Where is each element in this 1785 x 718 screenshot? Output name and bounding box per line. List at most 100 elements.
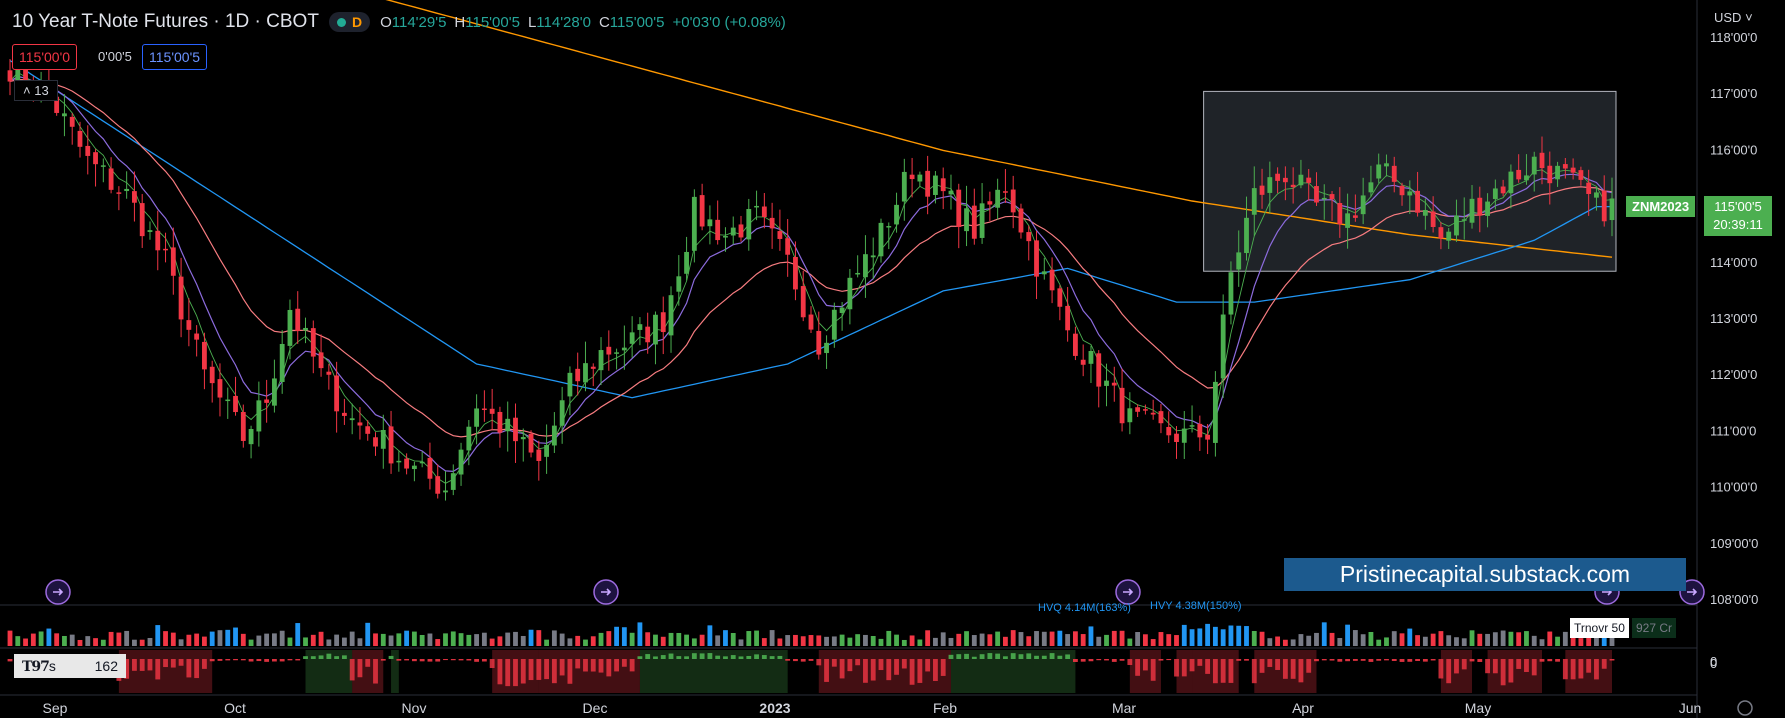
indicator-bar [1391,659,1397,662]
candle [645,326,651,343]
volume-bar [583,639,588,646]
indicator-bar [1454,659,1459,674]
indicator-bar [1003,656,1008,659]
indicator-bar [948,654,954,659]
volume-bar [1539,639,1545,646]
candle [1236,252,1242,270]
volume-bar [1010,630,1016,646]
indicator-bar [1174,659,1179,677]
symbol-price-tag: ZNM2023 [1626,196,1696,217]
candle [1314,186,1319,203]
currency-dropdown[interactable]: USD ˅ [1714,10,1753,25]
volume-bar [326,639,332,646]
indicator-bar [1290,659,1296,679]
volume-bar [15,636,21,646]
indicator-bar [1041,655,1047,659]
indicator-bar [1477,659,1483,662]
candle [481,408,487,411]
buy-price-button[interactable]: 115'00'5 [142,44,208,70]
indicator-bar [1135,659,1141,676]
indicator-bar [761,655,767,659]
volume-bar [878,638,884,646]
candle [186,320,192,330]
indicator-bar [1415,659,1420,661]
volume-bar [536,630,542,646]
ohlc-readout: O114'29'5 H115'00'5 L114'28'0 C115'00'5 … [380,14,786,31]
volume-bar [1104,634,1109,646]
indicator-bar [1220,659,1226,683]
volume-bar [1485,633,1490,646]
volume-bar [894,634,899,646]
legend-toggle[interactable]: ˄ 13 [14,80,58,101]
hvy-label: HVY 4.38M(150%) [1150,600,1242,612]
arrow-icon [1687,588,1698,596]
indicator-bar [1609,659,1615,661]
volume-bar [1407,628,1413,646]
indicator-bar [1430,659,1436,661]
indicator-bar [458,659,464,661]
volume-bar [551,630,557,646]
candle [1220,314,1226,379]
candle [264,399,270,403]
candle [217,379,223,398]
candle [1306,177,1312,183]
candle [614,352,619,354]
volume-bar [777,638,783,646]
indicator-bar [660,655,666,659]
indicator-bar [1492,659,1498,674]
candle [831,309,837,340]
indicator-bar [365,659,371,667]
volume-bar [1391,631,1397,646]
indicator-bar [1586,659,1592,673]
volume-bar [1524,631,1529,646]
volume-bar [886,630,892,646]
candle [979,203,985,238]
indicator-bar [256,659,262,662]
candle [1446,231,1452,241]
candle [1524,175,1529,181]
candle [824,342,829,354]
candle [1026,232,1032,242]
volume-bar [271,633,277,646]
indicator-bar [124,659,130,679]
indicator-bar [7,659,13,662]
candle [373,437,378,447]
indicator-bar [303,656,308,659]
candle [738,224,744,238]
candle [1391,165,1397,182]
volume-bar [1158,632,1164,646]
candle [1321,197,1327,200]
indicator-bar [933,659,938,681]
status-indicators[interactable]: D [328,12,371,32]
candle [1251,188,1257,215]
candle [388,426,394,464]
indicator-bar [1018,654,1024,659]
volume-bar [660,636,666,646]
indicator-bar [598,659,604,673]
symbol-title[interactable]: 10 Year T-Note Futures · 1D · CBOT [12,11,319,32]
sell-price-button[interactable]: 115'00'0 [12,44,78,70]
indicator-bar [855,659,861,666]
candle [1477,197,1483,216]
candle [318,352,324,369]
indicator-bar [404,659,410,661]
volume-bar [645,632,651,646]
indicator-legend[interactable]: T97s 162 [14,654,126,678]
volume-bar [637,622,643,646]
volume-bar [1096,636,1102,646]
indicator-bar [536,659,542,680]
indicator-bar [1251,659,1257,684]
volume-bar [1422,636,1428,646]
indicator-bar [1205,659,1211,674]
volume-bar [1244,626,1249,646]
volume-bar [1189,629,1195,646]
volume-bar [513,631,518,646]
volume-bar [139,639,145,646]
volume-bar [839,634,845,646]
indicator-bar [217,659,223,661]
candle [793,256,798,290]
candle [761,206,767,218]
indicator-bar [1088,659,1094,662]
candle [225,399,231,402]
